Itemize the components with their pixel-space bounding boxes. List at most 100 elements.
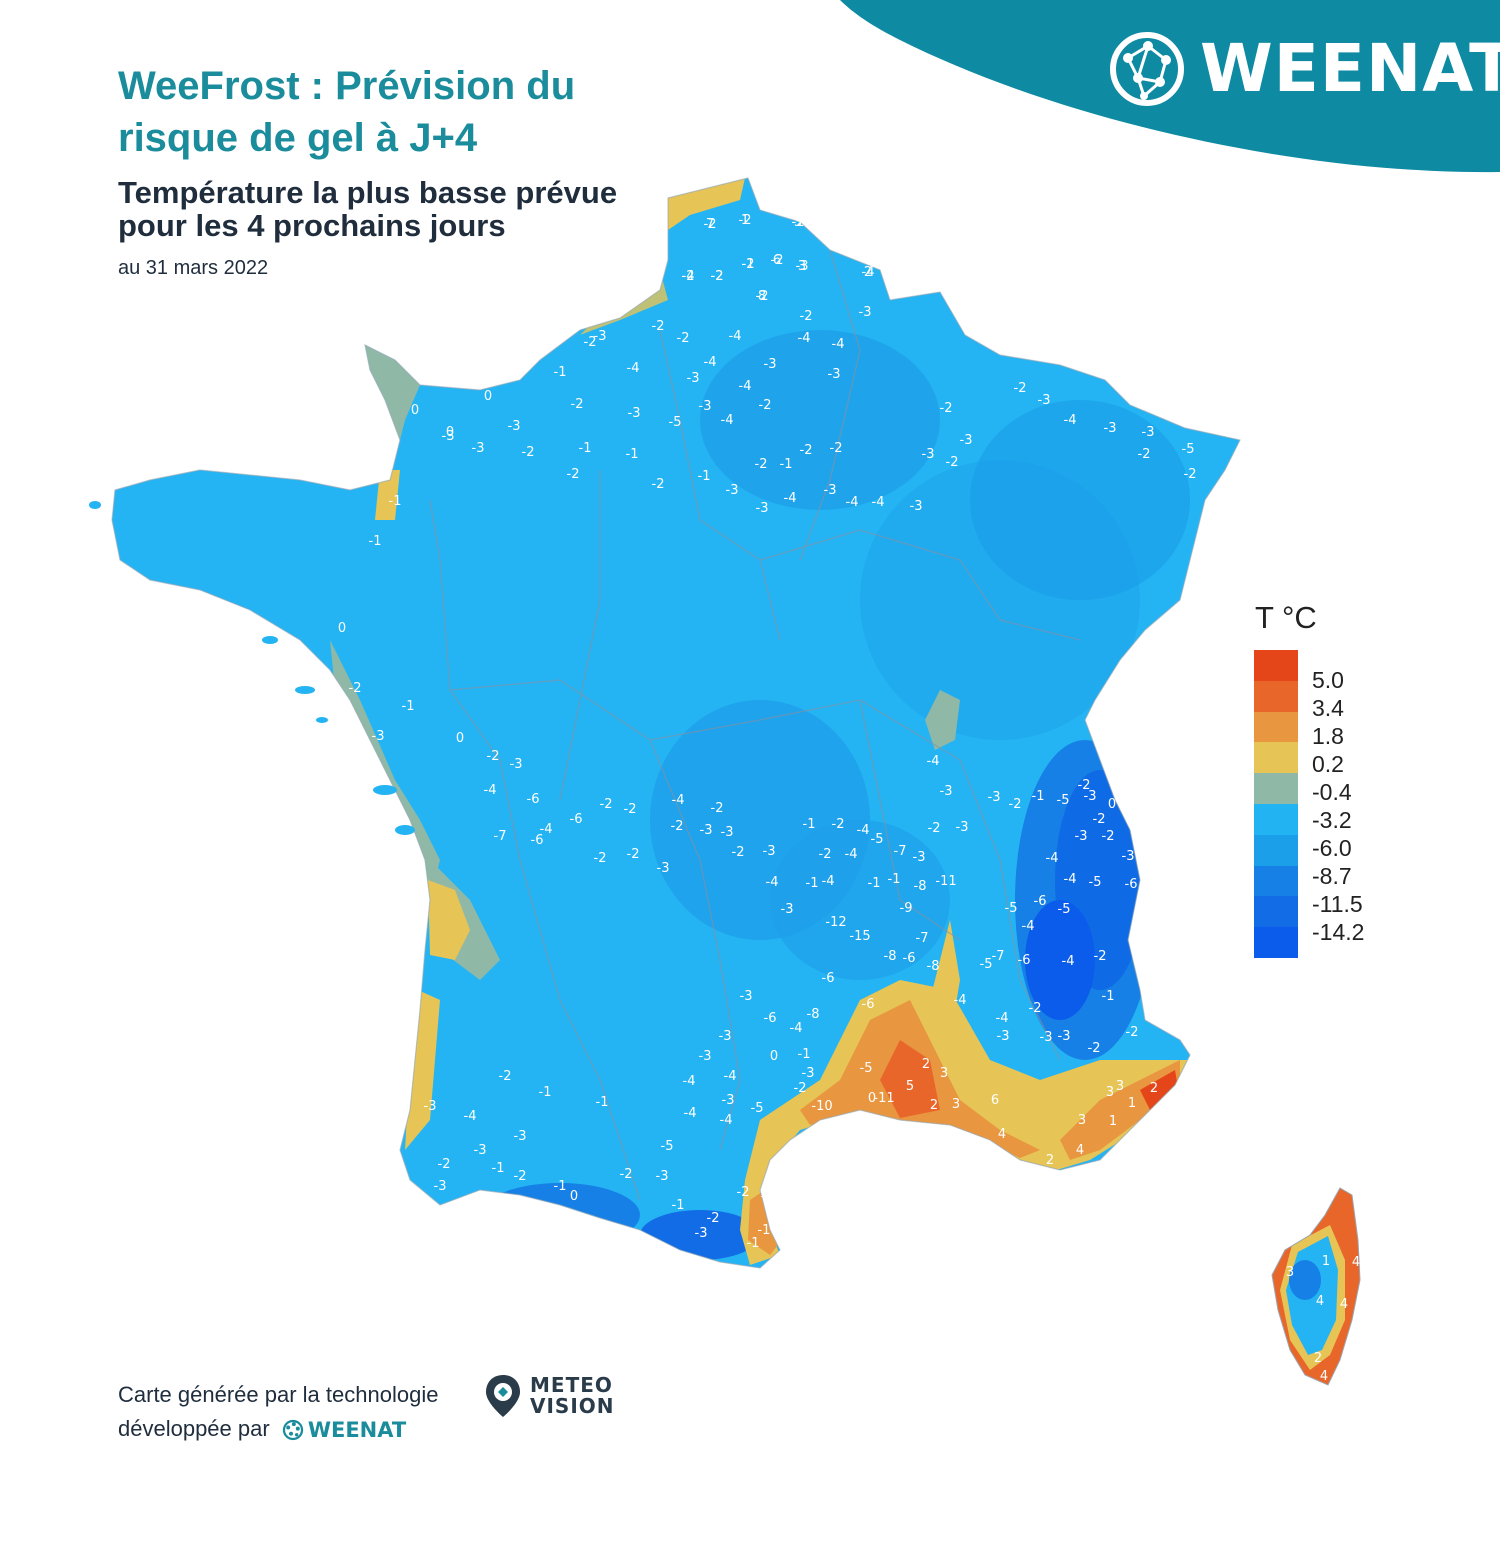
temperature-value-label: -5 [871,832,884,847]
temperature-value-label: -4 [846,495,859,510]
temperature-value-label: 5 [906,1079,914,1094]
legend-color-bar [1254,650,1298,958]
temperature-value-label: -2 [594,851,607,866]
temperature-value-label: -2 [671,819,684,834]
temperature-value-label: -2 [1078,778,1091,793]
temperature-value-label: -4 [724,1069,737,1084]
temperature-value-label: -2 [771,253,784,268]
network-globe-small-icon [282,1420,303,1441]
temperature-value-label: -3 [859,305,872,320]
temperature-value-label: -10 [757,1223,778,1238]
temperature-value-label: -5 [980,957,993,972]
temperature-value-label: 0 [484,389,492,404]
temperature-value-label: -5 [661,1139,674,1154]
temperature-value-label: -2 [1029,1001,1042,1016]
temperature-value-label: -4 [832,337,845,352]
temperature-value-label: -3 [988,790,1001,805]
temperature-value-label: -2 [1088,1041,1101,1056]
temperature-value-label: -4 [682,269,695,284]
temperature-value-label: 2 [930,1098,938,1113]
temperature-value-label: -4 [540,822,553,837]
temperature-value-label: -2 [940,401,953,416]
temperature-value-label: -2 [487,749,500,764]
temperature-value-label: -3 [656,1169,669,1184]
temperature-value-label: 1 [1109,1114,1117,1129]
temperature-value-label: -5 [1057,793,1070,808]
temperature-value-label: -5 [1058,902,1071,917]
temperature-value-label: -1 [389,494,402,509]
temperature-value-label: -4 [784,491,797,506]
temperature-value-label: 4 [1076,1143,1084,1158]
temperature-value-label: -2 [584,335,597,350]
temperature-value-label: 4 [1352,1255,1360,1270]
temperature-value-label: -3 [763,844,776,859]
temperature-value-label: 1 [1322,1254,1330,1269]
temperature-value-label: -1 [868,876,881,891]
temperature-value-label: -2 [1009,797,1022,812]
temperature-value-label: -2 [707,1211,720,1226]
temperature-value-label: -2 [1184,467,1197,482]
temperature-value-label: -8 [884,949,897,964]
temperature-value-label: 3 [1106,1085,1114,1100]
weenat-small-logo: WEENAT [282,1413,406,1447]
temperature-value-label: -1 [780,457,793,472]
temperature-value-label: -4 [822,874,835,889]
temperature-value-label: -5 [1182,442,1195,457]
temperature-value-label: -3 [628,406,641,421]
temperature-value-label: -2 [928,821,941,836]
temperature-value-label: -2 [792,215,805,230]
temperature-value-label: -7 [916,931,929,946]
temperature-value-label: -12 [825,915,846,930]
temperature-value-label: -15 [849,929,870,944]
temperature-value-label: 2 [1150,1081,1158,1096]
temperature-value-label: -2 [800,309,813,324]
temperature-value-label: -2 [819,847,832,862]
temperature-value-label: 2 [922,1057,930,1072]
temperature-value-label: -2 [704,217,717,232]
temperature-value-label: -6 [1034,894,1047,909]
temperature-value-label: -9 [900,901,913,916]
temperature-value-label: -2 [759,398,772,413]
temperature-value-label: -3 [1084,789,1097,804]
legend-swatch [1254,834,1298,866]
temperature-value-label: -3 [695,1226,708,1241]
temperature-value-label: -3 [1122,849,1135,864]
temperature-value-label: -2 [739,213,752,228]
temperature-value-label: -3 [699,1049,712,1064]
legend-swatch [1254,803,1298,835]
temperature-value-label: 0 [446,425,454,440]
weenat-small-wordmark: WEENAT [307,1418,407,1443]
temperature-value-label: -2 [737,1185,750,1200]
temperature-value-label: -3 [472,441,485,456]
temperature-value-label: -4 [1064,872,1077,887]
weenat-logo: WEENAT [1108,30,1500,108]
temperature-value-label: -4 [862,265,875,280]
legend-swatch [1254,711,1298,743]
temperature-value-label: -2 [620,1167,633,1182]
location-pin-icon [486,1375,520,1417]
temperature-value-label: -1 [672,1198,685,1213]
temperature-value-label: -2 [627,847,640,862]
temperature-value-label: 0 [456,731,464,746]
temperature-value-label: -1 [369,534,382,549]
credits-line-2: développée par WEENAT [118,1412,438,1447]
temperature-value-label: -1 [803,817,816,832]
temperature-value-label: -4 [672,793,685,808]
temperature-value-label: -9 [842,1113,855,1128]
temperature-value-label: -1 [596,1095,609,1110]
temperature-value-label: -3 [1104,421,1117,436]
temperature-value-label: -7 [494,829,507,844]
temperature-value-label: -6 [1018,953,1031,968]
temperature-value-label: -4 [739,379,752,394]
temperature-value-label: 3 [798,259,806,274]
temperature-value-label: -3 [434,1179,447,1194]
temperature-value-label: -1 [1032,789,1045,804]
legend-labels: 5.0 3.4 1.8 0.2 -0.4 -3.2 -6.0 -8.7 -11.5 -14.2 [1312,666,1364,946]
credits-line-1: Carte générée par la technologie [118,1382,439,1407]
credits-line-2-text: développée par [118,1416,270,1441]
legend-swatch [1254,896,1298,928]
temperature-value-label: -2 [567,467,580,482]
temperature-value-label: -4 [729,329,742,344]
temperature-value-label: -5 [1089,875,1102,890]
temperature-value-label: -4 [683,1074,696,1089]
